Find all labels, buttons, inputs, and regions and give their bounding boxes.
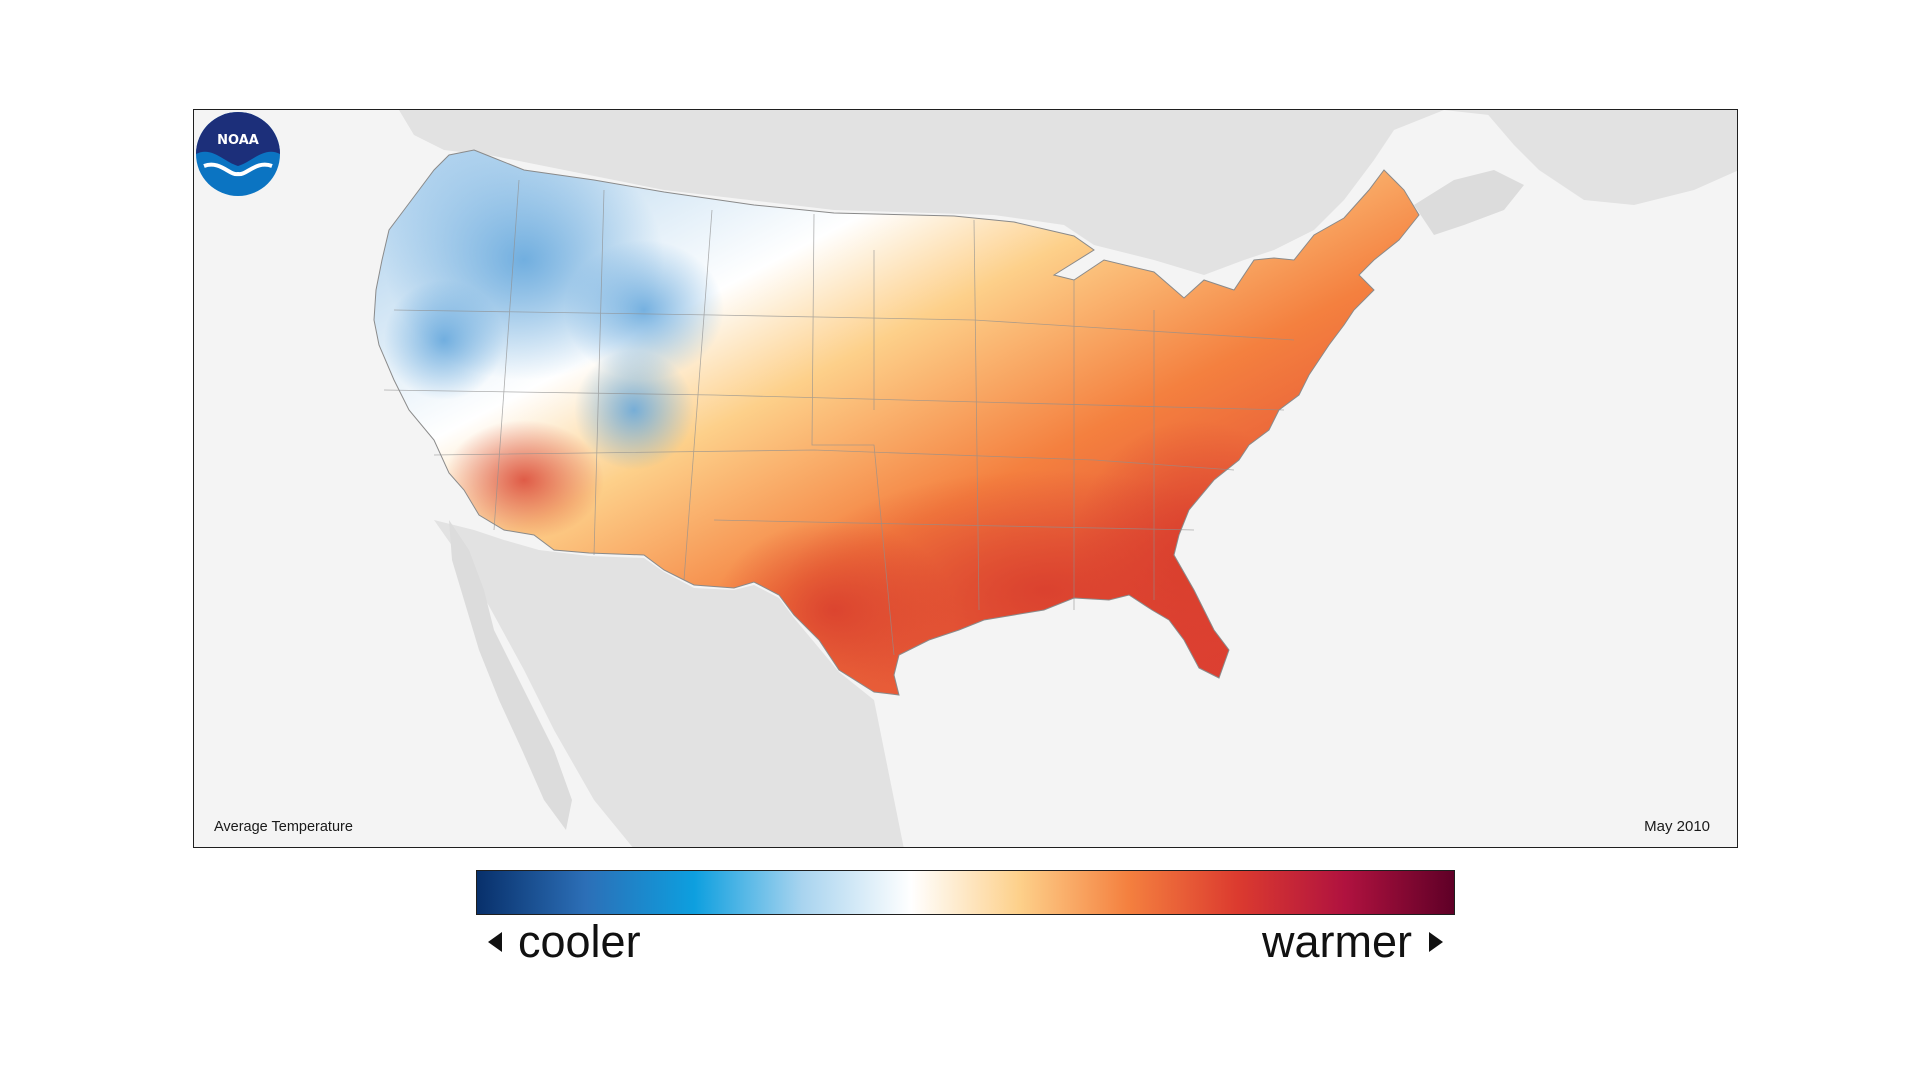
map-date: May 2010 bbox=[1644, 818, 1710, 835]
temperature-map bbox=[373, 110, 1737, 847]
state-borders bbox=[383, 179, 1295, 656]
canada-east-landmass bbox=[1484, 110, 1737, 205]
map-title: Average Temperature bbox=[214, 819, 353, 835]
mexico-landmass bbox=[434, 520, 904, 847]
legend-high-label: warmer bbox=[1261, 916, 1412, 967]
left-arrow-icon bbox=[488, 932, 502, 952]
noaa-logo: NOAA bbox=[196, 112, 280, 196]
legend-low-label: cooler bbox=[518, 916, 641, 967]
canada-landmass bbox=[399, 110, 1737, 275]
right-arrow-icon bbox=[1429, 932, 1443, 952]
map-panel: NOAA Average Temperature May 2010 bbox=[193, 109, 1738, 848]
baja-peninsula bbox=[449, 520, 572, 830]
color-scale-bar bbox=[476, 870, 1455, 915]
canada-maritime-landmass bbox=[1414, 170, 1524, 235]
logo-text: NOAA bbox=[217, 133, 259, 148]
